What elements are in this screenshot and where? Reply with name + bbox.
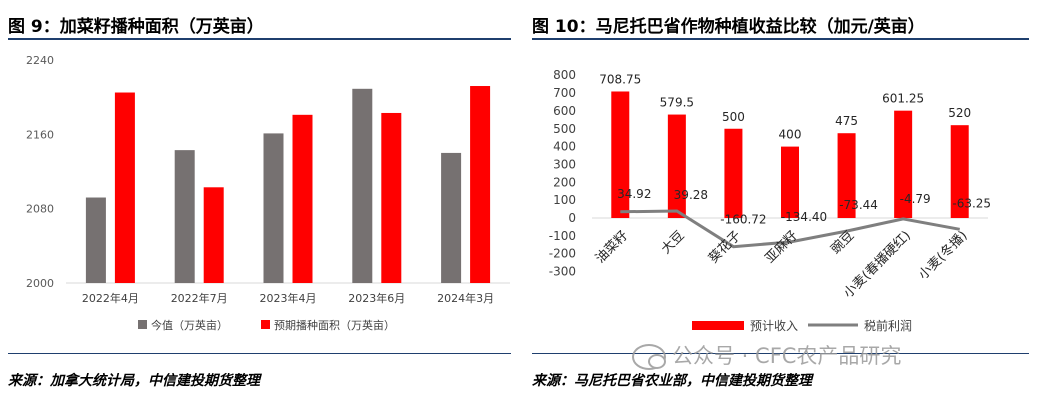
bar-current [263, 133, 284, 283]
y-tick-label: 2160 [26, 128, 54, 141]
line-data-label: 34.92 [617, 187, 651, 201]
bar-expected [470, 86, 491, 283]
y-tick-label: 2000 [26, 277, 54, 290]
legend-label-current: 今值（万英亩） [151, 318, 228, 332]
y-tick-label: 200 [553, 175, 576, 189]
x-tick-label: 亚麻籽 [763, 228, 801, 266]
x-tick-label: 大豆 [659, 228, 688, 257]
bar-expected [203, 187, 224, 283]
legend-swatch-revenue [692, 321, 744, 330]
x-tick-label: 2023年4月 [260, 291, 317, 305]
legend-swatch-expected [261, 320, 270, 329]
right-chart-source: 来源：马尼托巴省农业部，中信建投期货整理 [532, 373, 812, 389]
bar-current [441, 152, 462, 283]
y-tick-label: 600 [553, 104, 576, 118]
bar-expected-revenue [724, 128, 743, 218]
line-data-label: -4.79 [900, 192, 931, 206]
y-tick-label: 300 [553, 157, 576, 171]
legend-label-profit: 税前利润 [864, 318, 912, 333]
line-data-label: -160.72 [720, 213, 766, 227]
x-tick-label: 2023年6月 [348, 291, 405, 305]
legend-label-expected: 预期播种面积（万英亩） [274, 318, 395, 332]
bar-expected [114, 92, 135, 283]
y-tick-label: 700 [553, 86, 576, 100]
bar-current [174, 150, 195, 283]
bar-data-label: 520 [948, 106, 971, 120]
watermark-text: 公众号 · CFC农产品研究 [672, 344, 902, 368]
legend-label-revenue: 预计收入 [750, 319, 798, 333]
left-chart-title: 图 9：加菜籽播种面积（万英亩） [8, 17, 264, 37]
right-combo-chart: -300 -200 -100 0 100 200 300 400 500 600 700 800 708… [549, 68, 991, 333]
line-data-label: -134.40 [781, 210, 827, 224]
bar-expected [292, 114, 313, 283]
y-tick-label: 400 [553, 140, 576, 154]
x-tick-label: 小麦(冬播) [915, 228, 970, 283]
x-tick-label: 2022年4月 [82, 291, 139, 305]
bar-expected-revenue [950, 125, 969, 218]
bar-expected-revenue [894, 110, 913, 218]
watermark: 公众号 · CFC农产品研究 [632, 340, 901, 370]
y-tick-label: 2080 [26, 203, 54, 216]
bar-expected-revenue [781, 146, 799, 218]
left-title-rule [8, 38, 511, 40]
bar-current [352, 88, 373, 283]
bar-current [85, 197, 106, 283]
y-tick-label: 2240 [26, 54, 54, 67]
right-bottom-rule [532, 353, 1029, 354]
bar-data-label: 708.75 [599, 72, 641, 86]
bar-data-label: 400 [779, 128, 802, 142]
y-tick-label: 500 [553, 122, 576, 136]
right-title-rule [532, 38, 1029, 40]
y-tick-label: 800 [553, 68, 576, 82]
bar-expected [381, 112, 402, 284]
left-chart-source: 来源：加拿大统计局，中信建投期货整理 [8, 373, 260, 389]
x-tick-label: 油菜籽 [593, 228, 631, 266]
legend-swatch-current [138, 320, 147, 329]
y-tick-label: 100 [553, 193, 576, 207]
bar-data-label: 601.25 [882, 92, 924, 106]
profit-line [620, 209, 960, 249]
line-data-label: 39.28 [674, 188, 708, 202]
line-data-label: -63.25 [952, 196, 991, 210]
y-tick-label: -100 [549, 229, 576, 243]
x-tick-label: 豌豆 [828, 228, 858, 258]
x-tick-label: 2024年3月 [437, 291, 494, 305]
bar-data-label: 579.5 [660, 96, 694, 110]
line-data-label: -73.44 [839, 198, 878, 212]
x-tick-label: 2022年7月 [171, 291, 228, 305]
wechat-icon [632, 344, 666, 370]
bar-data-label: 500 [722, 110, 745, 124]
y-tick-label: 0 [568, 211, 576, 225]
bar-expected-revenue [837, 133, 856, 218]
bar-data-label: 475 [835, 114, 858, 128]
y-tick-label: -200 [549, 247, 576, 261]
left-bottom-rule [8, 353, 511, 354]
right-chart-title: 图 10：马尼托巴省作物种植收益比较（加元/英亩） [532, 17, 925, 37]
bar-expected-revenue [667, 114, 686, 218]
left-bar-chart: 2000 2080 2160 2240 2022年4月 2022年7月 2023年4月 202… [26, 54, 510, 332]
bar-expected-revenue [611, 91, 630, 218]
y-tick-label: -300 [549, 265, 576, 279]
